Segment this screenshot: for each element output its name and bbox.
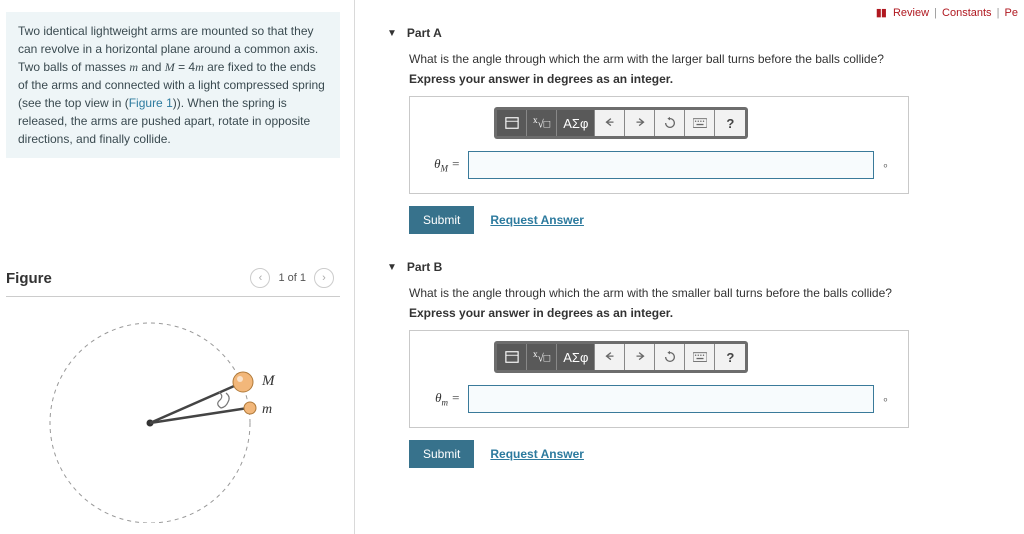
part-a: ▼ Part A What is the angle through which… [387, 26, 1014, 234]
var-M: M [165, 60, 175, 74]
constants-link[interactable]: Constants [942, 7, 992, 19]
label-M: M [261, 373, 276, 389]
part-b-input[interactable] [468, 385, 874, 413]
part-a-answer-box: x√□ ΑΣφ ? θM = ∘ [409, 96, 909, 194]
figure-link[interactable]: Figure 1 [129, 96, 173, 110]
part-b-instruct: Express your answer in degrees as an int… [409, 306, 1014, 320]
pager-next-button[interactable]: › [314, 268, 334, 288]
equation-toolbar: x√□ ΑΣφ ? [494, 107, 748, 139]
part-a-input[interactable] [468, 151, 874, 179]
bookmark-icon[interactable]: ▮▮ [876, 7, 886, 19]
review-link[interactable]: Review [893, 7, 929, 19]
figure-pager: ‹ 1 of 1 › [250, 268, 334, 288]
top-links: ▮▮ Review | Constants | Pe [876, 6, 1018, 19]
reset-button[interactable] [655, 110, 685, 136]
part-b-request-answer-link[interactable]: Request Answer [490, 447, 584, 461]
equation-toolbar: x√□ ΑΣφ ? [494, 341, 748, 373]
part-a-title: Part A [407, 26, 442, 40]
pager-label: 1 of 1 [278, 272, 306, 284]
part-b-question: What is the angle through which the arm … [409, 286, 1014, 300]
part-a-instruct: Express your answer in degrees as an int… [409, 72, 1014, 86]
fraction-button[interactable]: x√□ [527, 344, 557, 370]
keyboard-button[interactable] [685, 344, 715, 370]
part-b-var: θm = [424, 390, 460, 408]
part-a-request-answer-link[interactable]: Request Answer [490, 213, 584, 227]
part-a-submit-button[interactable]: Submit [409, 206, 474, 234]
redo-button[interactable] [625, 110, 655, 136]
label-m: m [262, 402, 272, 417]
templates-button[interactable]: ΑΣφ [557, 344, 595, 370]
keyboard-button[interactable] [685, 110, 715, 136]
format-button[interactable] [497, 110, 527, 136]
undo-button[interactable] [595, 344, 625, 370]
part-b-submit-button[interactable]: Submit [409, 440, 474, 468]
reset-button[interactable] [655, 344, 685, 370]
part-a-var: θM = [424, 156, 460, 174]
redo-button[interactable] [625, 344, 655, 370]
part-b-answer-box: x√□ ΑΣφ ? θm = ∘ [409, 330, 909, 428]
unit-degree: ∘ [882, 393, 894, 406]
pager-prev-button[interactable]: ‹ [250, 268, 270, 288]
unit-degree: ∘ [882, 159, 894, 172]
part-b-title: Part B [407, 260, 442, 274]
problem-statement: Two identical lightweight arms are mount… [6, 12, 340, 158]
fraction-button[interactable]: x√□ [527, 110, 557, 136]
figure-diagram: M m [6, 307, 340, 526]
pe-link[interactable]: Pe [1005, 7, 1018, 19]
format-button[interactable] [497, 344, 527, 370]
help-button[interactable]: ? [715, 344, 745, 370]
part-a-question: What is the angle through which the arm … [409, 52, 1014, 66]
part-b: ▼ Part B What is the angle through which… [387, 260, 1014, 468]
figure-heading: Figure [6, 270, 52, 287]
collapse-icon[interactable]: ▼ [387, 28, 397, 39]
help-button[interactable]: ? [715, 110, 745, 136]
var-m: m [129, 60, 138, 74]
templates-button[interactable]: ΑΣφ [557, 110, 595, 136]
undo-button[interactable] [595, 110, 625, 136]
collapse-icon[interactable]: ▼ [387, 262, 397, 273]
